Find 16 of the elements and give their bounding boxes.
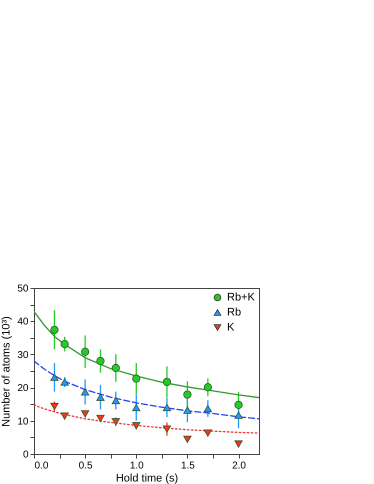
x-tick-label: 1.0 <box>130 460 144 472</box>
legend-label: K <box>227 322 235 334</box>
legend-label: Rb <box>227 306 242 318</box>
y-tick-label: 0 <box>22 450 29 460</box>
y-tick-label: 40 <box>17 316 29 328</box>
y-axis-title: Number of atoms (10³) <box>0 316 12 427</box>
y-tick-label: 50 <box>17 284 29 294</box>
x-axis-title: Hold time (s) <box>116 472 178 484</box>
x-tick-label: 0.5 <box>78 460 94 472</box>
legend-label: Rb+K <box>227 292 256 304</box>
y-tick-label: 30 <box>17 350 29 361</box>
x-tick-label: 0.0 <box>34 460 49 472</box>
x-tick-label: 1.5 <box>180 460 196 472</box>
y-tick-label: 20 <box>17 383 29 394</box>
x-tick-label: 2.0 <box>232 460 246 472</box>
y-tick-label: 10 <box>17 416 29 428</box>
